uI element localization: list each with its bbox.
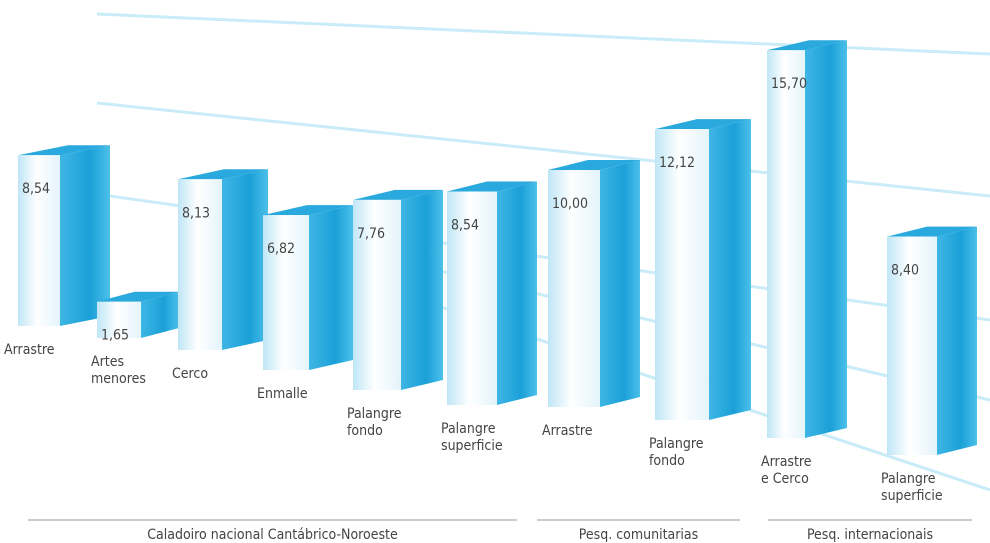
category-label: Palangre superficie [441, 421, 503, 454]
group-label: Caladoiro nacional Cantábrico-Noroeste [147, 527, 398, 543]
bar [447, 181, 537, 405]
bar [548, 160, 640, 407]
bar-top [97, 291, 179, 302]
bar [178, 169, 268, 350]
bar-front [655, 129, 709, 420]
bar-front [767, 50, 805, 439]
bar-front [447, 191, 497, 405]
category-label: Palangre superficie [881, 471, 943, 504]
bar [263, 205, 353, 370]
bar-front [263, 215, 309, 370]
bar-top [178, 169, 268, 180]
bar-front [18, 155, 60, 326]
category-label: Palangre fondo [347, 406, 402, 439]
bar [18, 145, 110, 326]
bar-side [60, 145, 110, 326]
bar-top [18, 145, 110, 156]
bar-front [178, 179, 222, 350]
value-label: 7,76 [357, 226, 385, 242]
bar-side [805, 40, 847, 439]
value-label: 8,13 [182, 205, 210, 221]
bar-top [887, 226, 977, 237]
bar [353, 189, 443, 390]
bar-front [353, 199, 401, 390]
bar-front [887, 236, 937, 455]
value-label: 8,54 [22, 181, 50, 197]
bar-top [767, 40, 847, 51]
bar-top [353, 189, 443, 200]
bar-side [222, 169, 268, 350]
group-label: Pesq. internacionais [807, 527, 933, 543]
bar-top [655, 119, 751, 130]
bar-side [141, 291, 179, 338]
category-label: Artes menores [91, 354, 146, 387]
value-label: 12,12 [659, 155, 695, 171]
bar [97, 291, 179, 338]
bar-top [263, 205, 353, 216]
category-label: Arrastre e Cerco [761, 454, 812, 487]
bar [767, 40, 847, 439]
bar-side [497, 181, 537, 405]
value-label: 8,40 [891, 263, 919, 279]
category-label: Arrastre [4, 342, 55, 358]
value-label: 1,65 [101, 328, 129, 344]
group-label: Pesq. comunitarias [579, 527, 698, 543]
bar-top [447, 181, 537, 192]
value-label: 10,00 [552, 196, 588, 212]
value-label: 6,82 [267, 241, 295, 257]
bar-side [401, 189, 443, 390]
category-label: Arrastre [542, 423, 593, 439]
bar-front [548, 170, 600, 407]
bar [887, 226, 977, 455]
bar-side [709, 119, 751, 421]
bar-side [937, 226, 977, 455]
bar-front [97, 301, 141, 338]
bar-side [309, 205, 353, 370]
bar [655, 119, 751, 421]
bar-side [600, 160, 640, 407]
value-label: 8,54 [451, 218, 479, 234]
category-label: Cerco [172, 366, 208, 382]
category-label: Palangre fondo [649, 436, 704, 469]
value-label: 15,70 [771, 76, 807, 92]
category-label: Enmalle [257, 386, 308, 402]
bar-top [548, 160, 640, 170]
